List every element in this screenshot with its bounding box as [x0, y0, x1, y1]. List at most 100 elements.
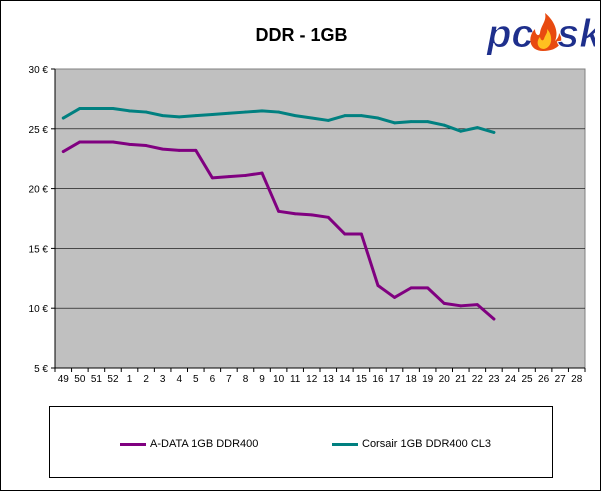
x-tick-label: 6	[210, 374, 216, 385]
x-tick-label: 20	[439, 374, 451, 385]
series-point-0	[426, 286, 430, 290]
series-point-1	[95, 107, 98, 110]
series-point-1	[78, 107, 82, 110]
legend-label-corsair: Corsair 1GB DDR400 CL3	[362, 438, 491, 450]
series-point-1	[128, 109, 131, 113]
series-point-0	[360, 232, 363, 236]
x-tick-label: 11	[290, 374, 301, 385]
series-point-0	[244, 174, 247, 177]
line-chart: 5 € 10 € 15 € 20 € 25 € 30 € 49 50 51 52 1 2 3 4 5 6 7 8 9…	[29, 65, 586, 385]
series-point-1	[310, 116, 314, 120]
series-point-1	[277, 110, 280, 114]
series-point-0	[459, 304, 463, 308]
series-point-1	[360, 114, 363, 118]
plot-area	[54, 68, 586, 369]
x-tick-label: 49	[58, 374, 70, 385]
series-point-0	[177, 148, 181, 152]
x-tick-label: 24	[505, 374, 517, 385]
series-point-1	[492, 130, 496, 134]
series-point-0	[277, 209, 280, 213]
x-tick-label: 23	[488, 374, 500, 385]
series-point-1	[459, 129, 463, 133]
y-tick-label: 10 €	[29, 304, 49, 315]
series-point-0	[343, 232, 347, 236]
x-tick-label: 50	[74, 374, 86, 385]
legend-label-adata: A-DATA 1GB DDR400	[150, 438, 259, 450]
y-tick-label: 20 €	[29, 185, 49, 196]
x-tick-label: 19	[422, 374, 434, 385]
series-point-1	[144, 110, 148, 114]
series-point-0	[161, 147, 165, 151]
logo-text-right: sk	[557, 12, 595, 56]
series-point-1	[244, 110, 247, 114]
x-tick-label: 9	[259, 374, 265, 385]
series-point-1	[210, 113, 214, 116]
series-point-0	[78, 140, 82, 144]
series-point-1	[376, 116, 380, 120]
series-point-1	[293, 114, 297, 118]
legend-item-adata: A-DATA 1GB DDR400	[120, 437, 258, 451]
chart-title: DDR - 1GB	[255, 25, 348, 45]
series-point-0	[293, 212, 297, 216]
series-point-1	[111, 107, 115, 110]
x-tick-label: 4	[176, 374, 182, 385]
series-point-0	[95, 140, 98, 144]
series-point-1	[161, 114, 165, 118]
y-tick-label: 25 €	[29, 125, 49, 136]
series-point-0	[393, 296, 396, 299]
y-tick-label: 15 €	[29, 244, 49, 255]
x-tick-label: 12	[306, 374, 318, 385]
x-tick-label: 10	[273, 374, 285, 385]
legend-swatch-adata	[120, 442, 146, 446]
series-point-0	[326, 215, 330, 219]
series-point-1	[177, 115, 181, 119]
legend-swatch-corsair	[332, 442, 358, 446]
x-tick-label: 51	[91, 374, 103, 385]
series-point-0	[475, 303, 479, 307]
series-point-0	[144, 144, 148, 147]
series-point-0	[227, 175, 231, 179]
x-tick-label: 3	[160, 374, 166, 385]
x-tick-label: 25	[521, 374, 533, 385]
series-point-0	[194, 148, 198, 152]
flame-icon	[530, 13, 562, 51]
series-point-0	[492, 317, 496, 321]
series-point-0	[61, 150, 65, 153]
x-tick-label: 7	[226, 374, 232, 385]
series-point-1	[393, 121, 396, 125]
x-tick-label: 28	[571, 374, 583, 385]
x-tick-label: 17	[389, 374, 401, 385]
series-point-0	[111, 140, 115, 144]
x-tick-label: 13	[323, 374, 335, 385]
series-point-0	[376, 284, 380, 287]
x-tick-label: 52	[107, 374, 119, 385]
series-point-1	[343, 114, 347, 118]
series-point-1	[260, 109, 264, 113]
y-tick-label: 5 €	[34, 364, 48, 375]
series-point-1	[61, 116, 65, 120]
x-tick-label: 14	[339, 374, 351, 385]
legend: A-DATA 1GB DDR400 Corsair 1GB DDR400 CL3	[49, 406, 553, 478]
y-tick-label: 30 €	[29, 65, 49, 76]
series-point-0	[442, 302, 446, 305]
x-tick-label: 16	[372, 374, 384, 385]
series-point-1	[442, 123, 446, 127]
series-point-0	[409, 286, 413, 290]
x-tick-label: 22	[472, 374, 484, 385]
x-tick-label: 21	[455, 374, 467, 385]
x-tick-label: 26	[538, 374, 550, 385]
series-point-1	[194, 114, 198, 118]
legend-item-corsair: Corsair 1GB DDR400 CL3	[332, 437, 491, 451]
series-point-1	[326, 119, 330, 122]
series-point-0	[210, 176, 214, 180]
logo-text-left: pc	[486, 12, 534, 56]
series-point-1	[475, 126, 479, 130]
x-tick-label: 5	[193, 374, 199, 385]
series-point-1	[426, 120, 430, 124]
x-tick-label: 8	[243, 374, 249, 385]
x-tick-label: 2	[143, 374, 149, 385]
series-point-1	[409, 120, 413, 124]
pcusk-logo: pc sk	[486, 12, 596, 57]
series-point-1	[227, 111, 231, 115]
